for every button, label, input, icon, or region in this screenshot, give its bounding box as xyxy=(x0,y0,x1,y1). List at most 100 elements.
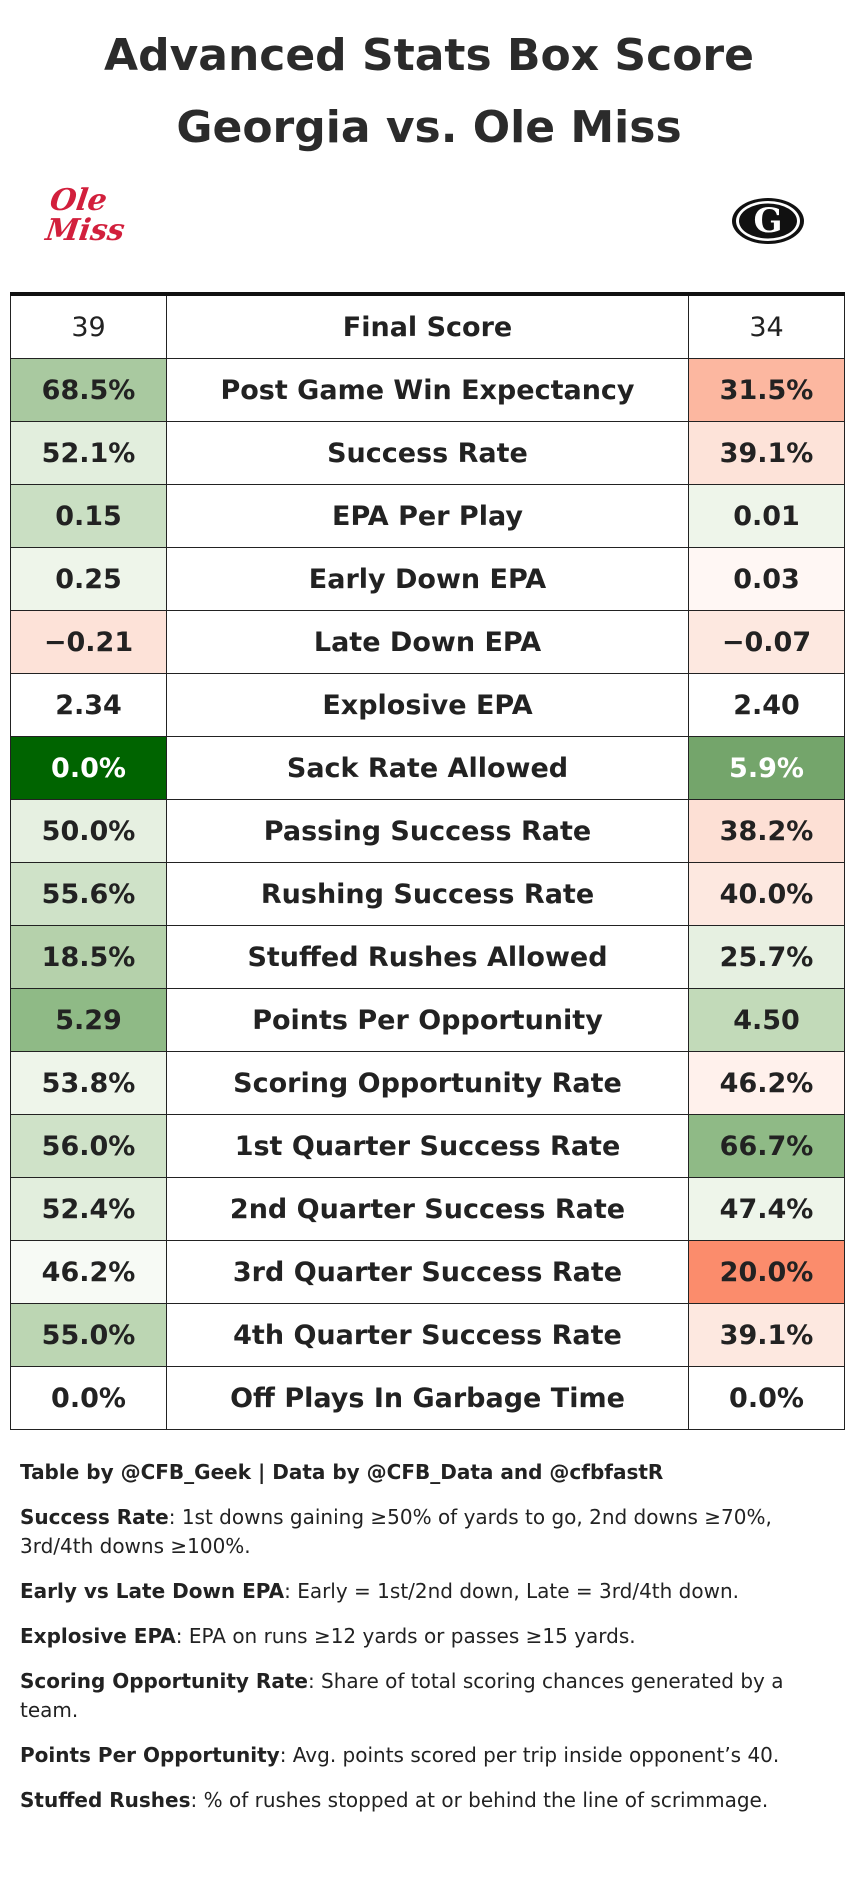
right-value: 31.5% xyxy=(688,358,845,422)
stat-label: Success Rate xyxy=(166,421,689,485)
note: Scoring Opportunity Rate: Share of total… xyxy=(20,1667,840,1725)
note: Explosive EPA: EPA on runs ≥12 yards or … xyxy=(20,1622,840,1651)
left-value: 53.8% xyxy=(10,1051,167,1115)
right-value: −0.07 xyxy=(688,610,845,674)
stat-label: 2nd Quarter Success Rate xyxy=(166,1177,689,1241)
right-value: 25.7% xyxy=(688,925,845,989)
stat-label: Off Plays In Garbage Time xyxy=(166,1366,689,1430)
stat-label: Rushing Success Rate xyxy=(166,862,689,926)
note-text: : EPA on runs ≥12 yards or passes ≥15 ya… xyxy=(175,1624,636,1648)
left-value: 55.6% xyxy=(10,862,167,926)
title: Advanced Stats Box Score xyxy=(104,30,754,81)
stat-row: 55.6% Rushing Success Rate 40.0% xyxy=(10,862,845,926)
note-term: Success Rate xyxy=(20,1505,169,1529)
stat-row: 46.2% 3rd Quarter Success Rate 20.0% xyxy=(10,1240,845,1304)
stat-label: EPA Per Play xyxy=(166,484,689,548)
right-value: 0.01 xyxy=(688,484,845,548)
stat-label: Sack Rate Allowed xyxy=(166,736,689,800)
right-score: 34 xyxy=(688,293,845,359)
note-term: Early vs Late Down EPA xyxy=(20,1579,285,1603)
right-value: 38.2% xyxy=(688,799,845,863)
stat-label: Late Down EPA xyxy=(166,610,689,674)
left-value: 0.0% xyxy=(10,1366,167,1430)
right-value: 4.50 xyxy=(688,988,845,1052)
row-label: Final Score xyxy=(166,293,689,359)
stat-row: −0.21 Late Down EPA −0.07 xyxy=(10,610,845,674)
left-value: 2.34 xyxy=(10,673,167,737)
stat-row: 0.0% Off Plays In Garbage Time 0.0% xyxy=(10,1366,845,1430)
stat-label: 4th Quarter Success Rate xyxy=(166,1303,689,1367)
stat-row: 0.15 EPA Per Play 0.01 xyxy=(10,484,845,548)
credit: Table by @CFB_Geek | Data by @CFB_Data a… xyxy=(20,1458,840,1487)
footer: Table by @CFB_Geek | Data by @CFB_Data a… xyxy=(20,1458,840,1831)
georgia-logo: G xyxy=(732,198,804,244)
stat-row: 5.29 Points Per Opportunity 4.50 xyxy=(10,988,845,1052)
left-value: 18.5% xyxy=(10,925,167,989)
note-term: Scoring Opportunity Rate xyxy=(20,1669,308,1693)
ole-miss-logo: Ole Miss xyxy=(43,183,127,248)
stat-label: 3rd Quarter Success Rate xyxy=(166,1240,689,1304)
stat-row: 68.5% Post Game Win Expectancy 31.5% xyxy=(10,358,845,422)
left-value: 50.0% xyxy=(10,799,167,863)
left-score: 39 xyxy=(10,293,167,359)
note-text: : % of rushes stopped at or behind the l… xyxy=(190,1788,769,1812)
subtitle: Georgia vs. Ole Miss xyxy=(176,102,682,153)
note-text: : Avg. points scored per trip inside opp… xyxy=(279,1743,780,1767)
stat-row: 18.5% Stuffed Rushes Allowed 25.7% xyxy=(10,925,845,989)
left-value: 52.1% xyxy=(10,421,167,485)
stat-row: 0.25 Early Down EPA 0.03 xyxy=(10,547,845,611)
header-row: 39 Final Score 34 xyxy=(10,293,845,359)
note-text: : Early = 1st/2nd down, Late = 3rd/4th d… xyxy=(284,1579,739,1603)
note: Success Rate: 1st downs gaining ≥50% of … xyxy=(20,1503,840,1561)
right-value: 47.4% xyxy=(688,1177,845,1241)
stat-row: 56.0% 1st Quarter Success Rate 66.7% xyxy=(10,1114,845,1178)
left-value: 5.29 xyxy=(10,988,167,1052)
stat-row: 52.1% Success Rate 39.1% xyxy=(10,421,845,485)
logos: Ole Miss G xyxy=(0,164,858,274)
right-value: 20.0% xyxy=(688,1240,845,1304)
stat-label: Early Down EPA xyxy=(166,547,689,611)
right-value: 66.7% xyxy=(688,1114,845,1178)
right-value: 0.0% xyxy=(688,1366,845,1430)
stat-label: 1st Quarter Success Rate xyxy=(166,1114,689,1178)
right-value: 5.9% xyxy=(688,736,845,800)
right-value: 46.2% xyxy=(688,1051,845,1115)
header: Advanced Stats Box Score Georgia vs. Ole… xyxy=(0,0,858,164)
stats-table: 39 Final Score 34 68.5% Post Game Win Expect… xyxy=(10,292,845,1430)
left-value: −0.21 xyxy=(10,610,167,674)
note: Stuffed Rushes: % of rushes stopped at o… xyxy=(20,1786,840,1815)
stat-label: Post Game Win Expectancy xyxy=(166,358,689,422)
left-value: 46.2% xyxy=(10,1240,167,1304)
left-value: 55.0% xyxy=(10,1303,167,1367)
note: Points Per Opportunity: Avg. points scor… xyxy=(20,1741,840,1770)
left-value: 68.5% xyxy=(10,358,167,422)
stat-row: 2.34 Explosive EPA 2.40 xyxy=(10,673,845,737)
note-term: Points Per Opportunity xyxy=(20,1743,280,1767)
stat-label: Explosive EPA xyxy=(166,673,689,737)
stat-row: 53.8% Scoring Opportunity Rate 46.2% xyxy=(10,1051,845,1115)
stat-label: Stuffed Rushes Allowed xyxy=(166,925,689,989)
stat-row: 0.0% Sack Rate Allowed 5.9% xyxy=(10,736,845,800)
note-text: : Share of total scoring chances generat… xyxy=(20,1669,784,1722)
left-value: 56.0% xyxy=(10,1114,167,1178)
stat-row: 55.0% 4th Quarter Success Rate 39.1% xyxy=(10,1303,845,1367)
left-value: 0.0% xyxy=(10,736,167,800)
note: Early vs Late Down EPA: Early = 1st/2nd … xyxy=(20,1577,840,1606)
right-value: 0.03 xyxy=(688,547,845,611)
left-value: 0.15 xyxy=(10,484,167,548)
georgia-logo-letter: G xyxy=(753,201,782,241)
note-text: : 1st downs gaining ≥50% of yards to go,… xyxy=(20,1505,772,1558)
note-term: Stuffed Rushes xyxy=(20,1788,191,1812)
left-value: 52.4% xyxy=(10,1177,167,1241)
credit-text: Table by @CFB_Geek | Data by @CFB_Data a… xyxy=(20,1460,664,1484)
stat-row: 52.4% 2nd Quarter Success Rate 47.4% xyxy=(10,1177,845,1241)
right-value: 2.40 xyxy=(688,673,845,737)
stat-label: Passing Success Rate xyxy=(166,799,689,863)
left-value: 0.25 xyxy=(10,547,167,611)
stat-label: Points Per Opportunity xyxy=(166,988,689,1052)
stat-label: Scoring Opportunity Rate xyxy=(166,1051,689,1115)
right-value: 39.1% xyxy=(688,421,845,485)
right-value: 40.0% xyxy=(688,862,845,926)
note-term: Explosive EPA xyxy=(20,1624,176,1648)
